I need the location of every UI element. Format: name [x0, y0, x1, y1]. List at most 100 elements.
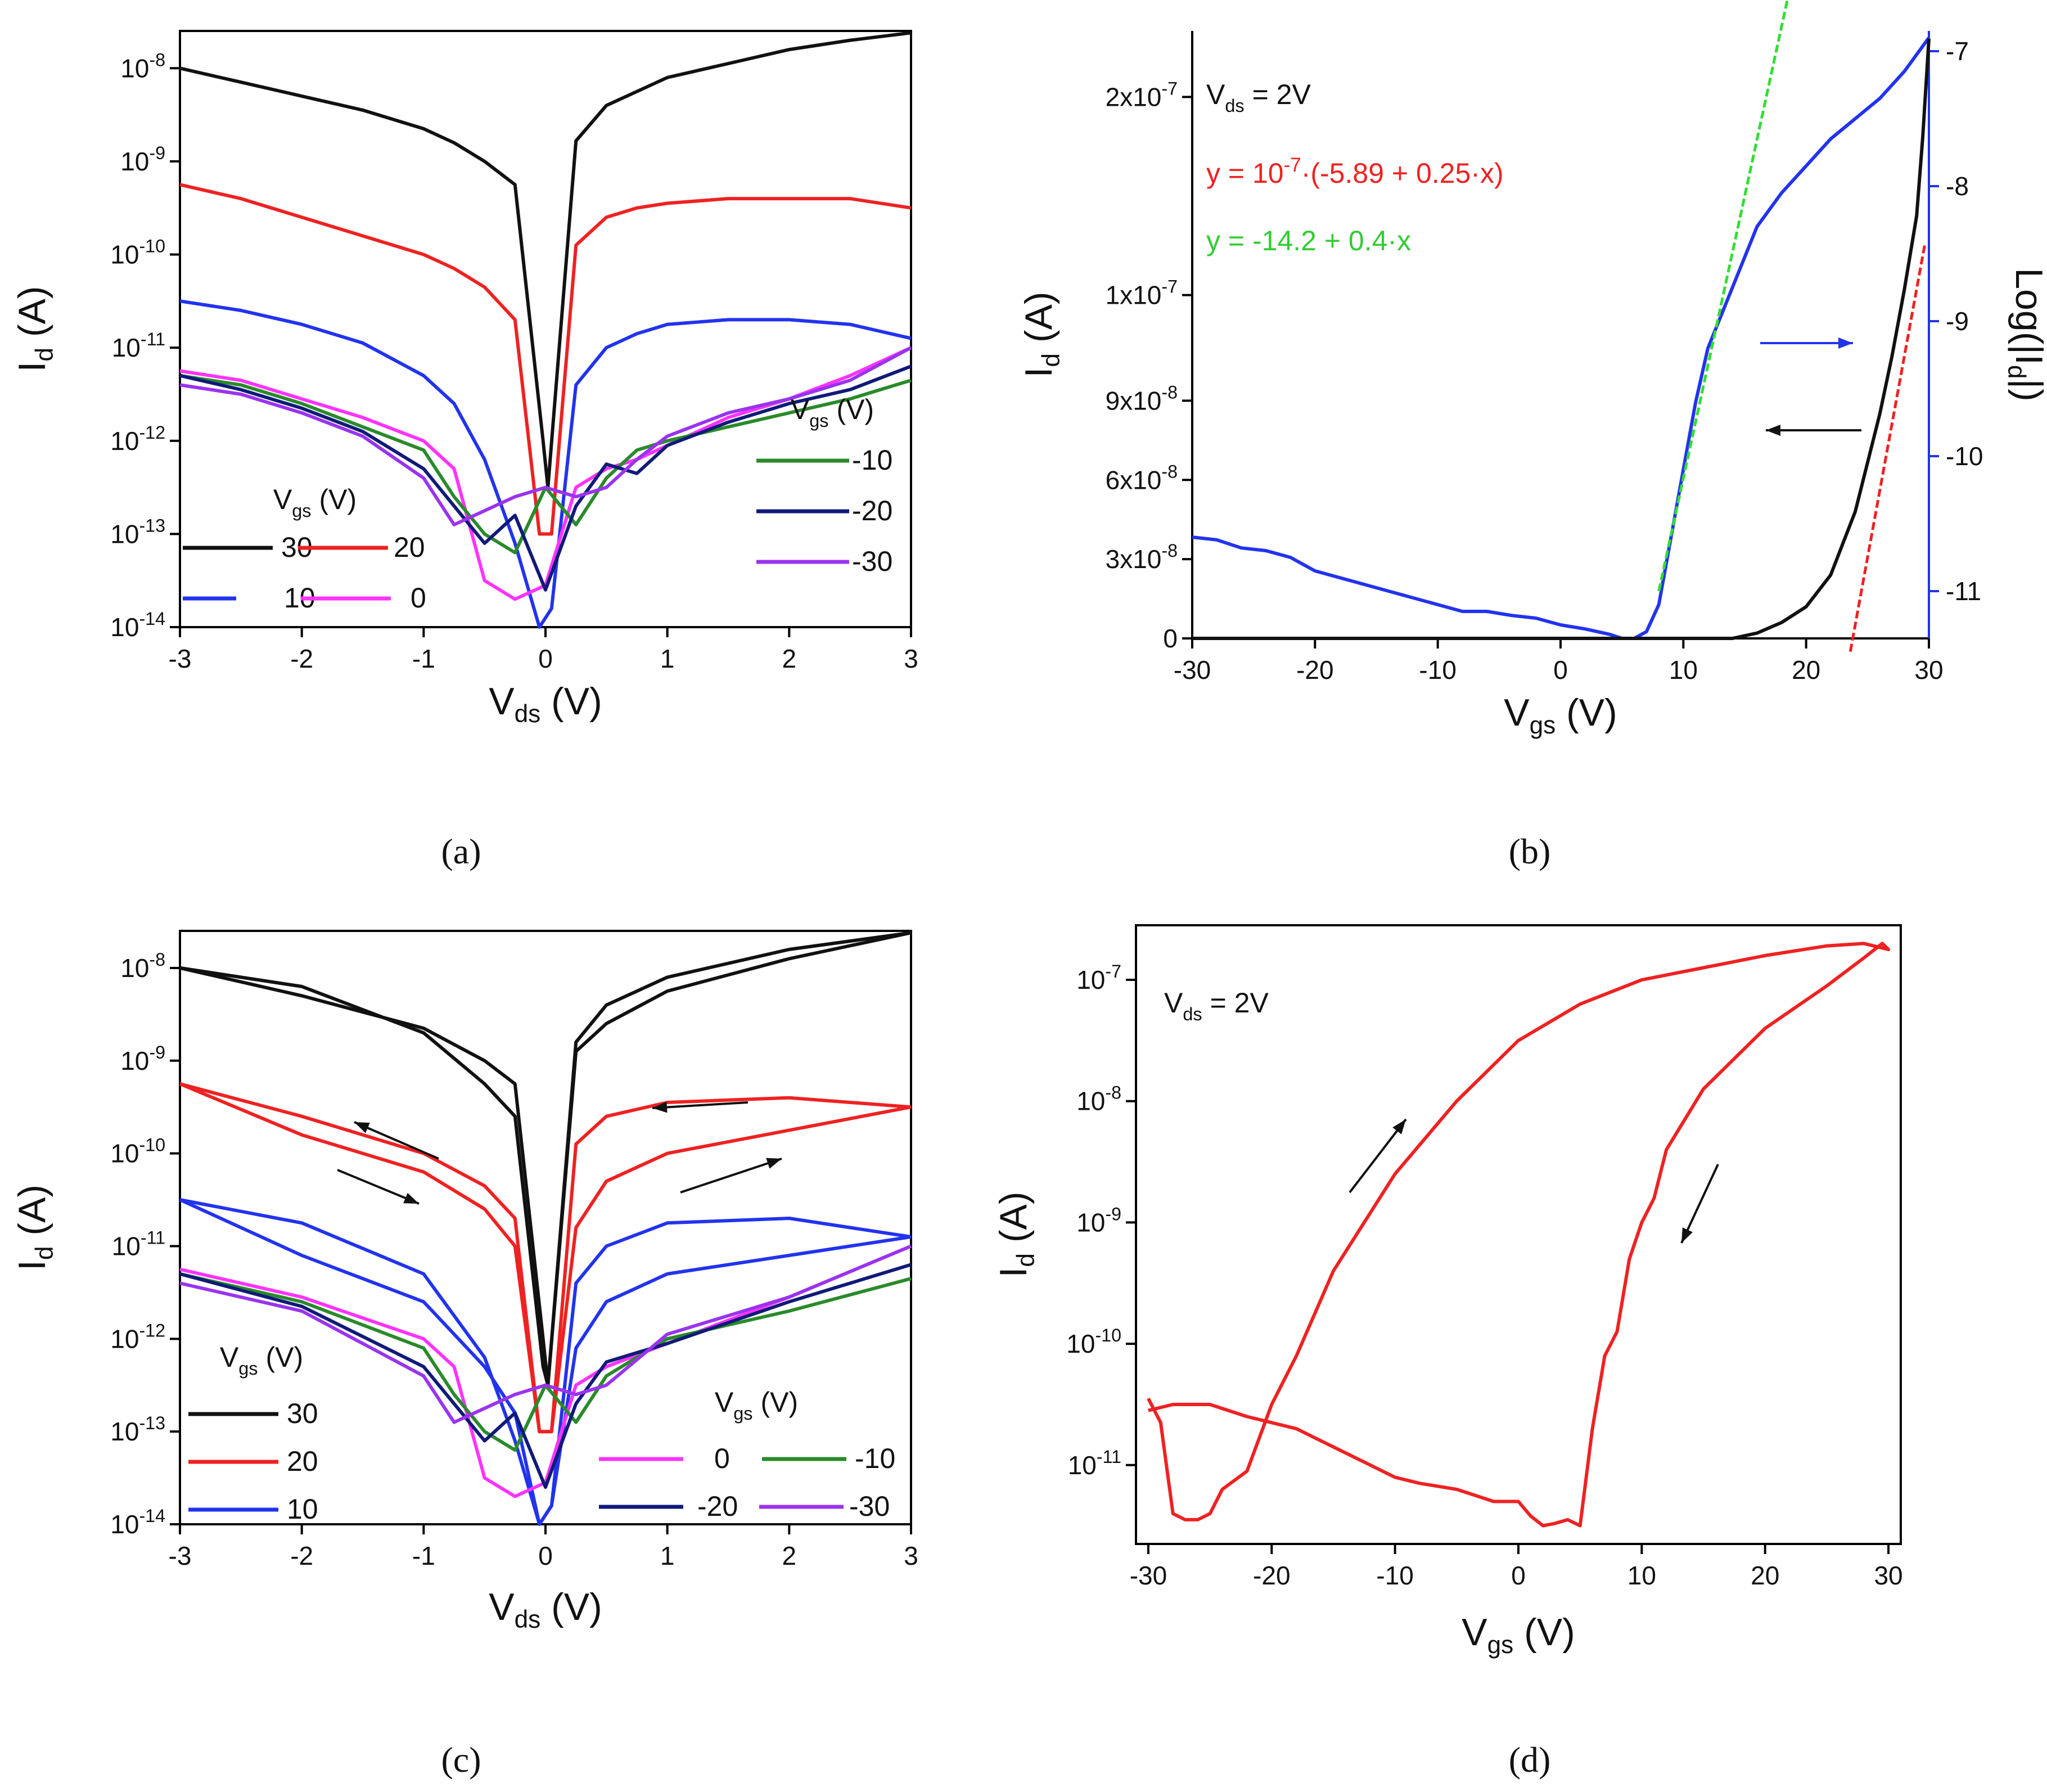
panel-c-xtick-label: 3 [904, 1541, 918, 1570]
panel-c-ytick-label: 10-8 [120, 949, 165, 983]
panel-c-legend-title-2: Vgs (V) [715, 1386, 798, 1424]
panel-c-series-30-line [179, 931, 912, 1387]
panel-b-arrow-right-head [1838, 337, 1853, 349]
panel-c-legend-label--30: -30 [849, 1491, 890, 1522]
panel-b-xtick-label: -30 [1174, 655, 1211, 685]
panel-d-xtick-label: -20 [1253, 1561, 1290, 1590]
panel-c-xtick-label: 1 [660, 1541, 675, 1570]
panel-d-ytick-label: 10-9 [1076, 1204, 1121, 1237]
panel-c-y-axis-title: Id (A) [11, 1185, 58, 1271]
panel-c-series--30-line [179, 1244, 912, 1424]
panel-c-arrow-1-head [354, 1122, 370, 1133]
panel-c-ytick-label: 10-10 [110, 1135, 165, 1168]
panel-d-vds-annotation: Vds = 2V [1164, 987, 1269, 1024]
panel-d-ytick-label: 10-8 [1076, 1083, 1121, 1116]
panel-c-series-20-return-line [179, 1082, 912, 1434]
panel-c-series--20-line [179, 1263, 912, 1489]
panel-a-ytick-label: 10-10 [110, 236, 165, 269]
panel-b-linear-series-line [1192, 38, 1931, 640]
panel-b-xtick-label: -20 [1296, 655, 1333, 685]
panel-d-xtick-label: 20 [1751, 1561, 1779, 1590]
panel-c-xtick-label: -1 [412, 1541, 435, 1570]
panel-d-ytick-label: 10-11 [1068, 1447, 1121, 1480]
panel-c-x-axis-title: Vds (V) [489, 1586, 602, 1633]
panel-c-xtick-label: -3 [169, 1541, 192, 1570]
panel-a-series--30-line [179, 346, 912, 526]
panel-b-red-fit-line [1848, 242, 1927, 652]
panel-b-green-fit-line [1657, 0, 1789, 592]
panel-b-vds-annotation: Vds = 2V [1206, 79, 1311, 116]
panel-b-log-series-line [1192, 37, 1931, 640]
panel-d-arrow-down-head [1681, 1227, 1693, 1243]
panel-a-xtick-label: 1 [660, 644, 675, 673]
panel-a-xtick-label: -1 [412, 644, 435, 673]
panel-a-ytick-label: 10-8 [120, 49, 165, 83]
panel-a-legend-label--10: -10 [852, 444, 892, 476]
panel-d-arrow-up [1349, 1118, 1407, 1194]
panel-label-a: (a) [441, 831, 481, 871]
panel-label-d: (d) [1509, 1740, 1551, 1780]
panel-a-legend-label--20: -20 [852, 495, 892, 526]
panel-c-legend-title: Vgs (V) [220, 1341, 303, 1379]
panel-a-ytick-label: 10-9 [120, 143, 165, 176]
panel-b-ytick-label: 2x10-7 [1106, 78, 1178, 111]
panel-a-legend-title: Vgs (V) [273, 484, 357, 521]
panel-c-ytick-label: 10-13 [110, 1413, 165, 1446]
panel-a-ytick-label: 10-12 [110, 422, 165, 456]
panel-d-hysteresis-loop-line [1147, 942, 1891, 1528]
panel-b-ytick-label: 9x10-8 [1106, 382, 1178, 415]
panel-a-legend-label-20: 20 [394, 532, 425, 563]
panel-a-xtick-label: -3 [169, 644, 192, 673]
panel-c-ytick-label: 10-11 [112, 1227, 165, 1260]
panel-d-xtick-label: 30 [1874, 1561, 1902, 1590]
panel-a-xtick-label: -2 [290, 644, 313, 673]
panel-a-xtick-label: 2 [782, 644, 797, 673]
panel-d-x-axis-title: Vgs (V) [1462, 1611, 1575, 1659]
panel-a-legend-title-2: Vgs (V) [791, 394, 874, 431]
panel-c-arrow-1 [354, 1121, 439, 1160]
panel-b-ytick-label: 3x10-8 [1106, 541, 1178, 574]
panel-b-ytick-label: 6x10-8 [1106, 461, 1178, 494]
panel-c-arrow-2-head [403, 1192, 419, 1204]
panel-c-series-10-return-line [179, 1198, 912, 1526]
panel-c-plot-frame [179, 930, 912, 1525]
panel-d-xtick-label: -30 [1130, 1561, 1167, 1590]
panel-a-series-20-line [179, 183, 912, 536]
panel-b-ytick-label: 0 [1163, 624, 1178, 653]
panel-c-series--10-line [179, 1272, 912, 1452]
panel-label-c: (c) [441, 1740, 481, 1780]
panel-c-ytick-label: 10-12 [110, 1320, 165, 1353]
panel-d-y-axis-title: Id (A) [992, 1191, 1040, 1277]
panel-b-ytick-right-label: -8 [1946, 172, 1969, 201]
panel-d-xtick-label: 10 [1627, 1561, 1656, 1590]
panel-b-green-fit-annotation: y = -14.2 + 0.4·x [1206, 225, 1411, 256]
panel-b-arrow-left-head [1766, 425, 1780, 436]
panel-a-series-30-line [179, 31, 912, 489]
panel-d-xtick-label: -10 [1376, 1561, 1413, 1590]
panel-b-y-axis-title: Id (A) [1017, 291, 1065, 377]
panel-c-legend-label-0: 0 [714, 1443, 730, 1474]
panel-c-arrow-4 [680, 1158, 782, 1194]
panel-a-legend-label-0: 0 [411, 582, 426, 614]
panel-c-legend-label--10: -10 [855, 1443, 895, 1474]
panel-c-legend-label--20: -20 [697, 1491, 738, 1522]
panel-d-ytick-label: 10-7 [1076, 961, 1121, 994]
panel-b-xtick-label: -10 [1419, 655, 1456, 685]
panel-a-x-axis-title: Vds (V) [489, 680, 602, 728]
panel-b-y-right-axis-title: Log(|Id|) [2003, 268, 2047, 402]
panel-b-ytick-label: 1x10-7 [1106, 277, 1178, 310]
panel-a-xtick-label: 0 [538, 644, 553, 673]
panel-c: -3 -2 -1 0 1 2 310-1410-1310-1210-1110-1010-91… [11, 930, 918, 1633]
panel-c-ytick-label: 10-14 [110, 1506, 165, 1539]
panel-b-xtick-label: 0 [1553, 655, 1568, 685]
panel-a: -3 -2 -1 0 1 2 310-1410-1310-1210-1110-1010-91… [11, 30, 918, 728]
panel-b-x-axis-title: Vgs (V) [1504, 691, 1617, 739]
panel-a-ytick-label: 10-14 [110, 609, 165, 642]
panel-b: -30 -20 -10 0 10 20 30 0 3x10-8 6x10-8 9x10-8 1x10-… [1017, 0, 2047, 739]
panel-c-arrow-3-head [652, 1101, 668, 1113]
panel-b-red-fit-annotation: y = 10-7·(-5.89 + 0.25·x) [1206, 154, 1504, 189]
panel-b-xtick-label: 20 [1792, 655, 1820, 685]
panel-c-xtick-label: -2 [290, 1541, 313, 1570]
panel-b-ytick-right-label: -10 [1946, 442, 1983, 471]
